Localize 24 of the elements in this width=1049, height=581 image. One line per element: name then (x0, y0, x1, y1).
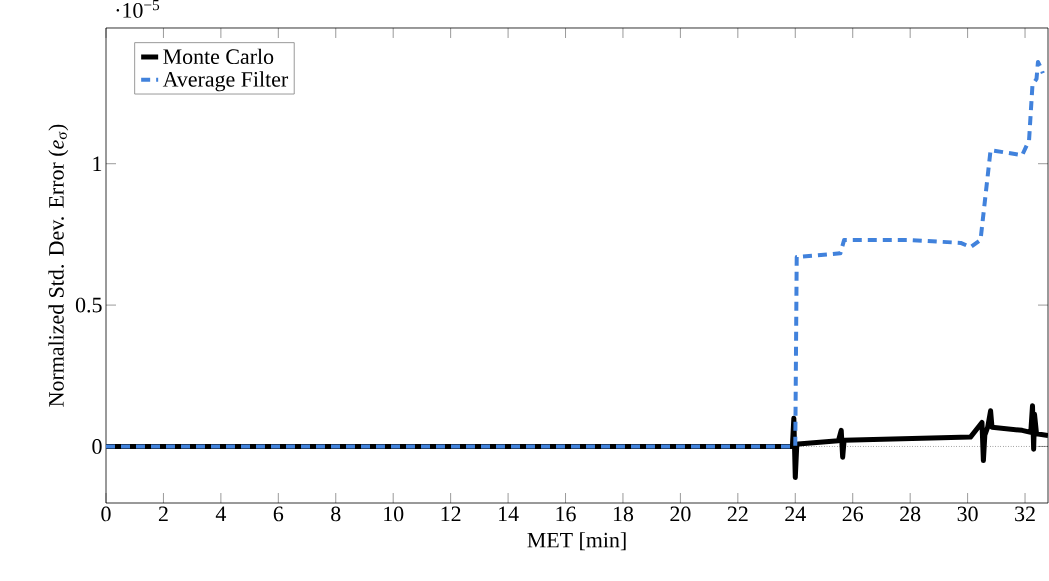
x-tick-label: 2 (158, 506, 168, 522)
x-tick-label: 12 (441, 506, 461, 522)
text: ·10$^{−5}$ (116, 0, 160, 18)
x-tick-label: 18 (613, 506, 634, 522)
y-tick-label: 0 (92, 439, 102, 454)
x-tick-label: 30 (957, 506, 978, 522)
x-tick-label: 22 (727, 506, 748, 522)
y-tick-label: 0.5 (75, 297, 102, 313)
x-tick-label: 4 (215, 506, 227, 521)
x-tick-label: 10 (384, 506, 404, 522)
x-tick-label: 26 (842, 506, 864, 522)
x-tick-label: 24 (785, 506, 806, 522)
y-axis-title: Normalized Std. Dev. Error (e$_{σ}$) (48, 124, 69, 407)
x-tick-label: 16 (556, 506, 576, 522)
x-axis-title: MET [min] (527, 532, 626, 551)
x-tick-label: 6 (273, 506, 284, 522)
x-tick-label: 28 (900, 506, 921, 522)
legend-label: Monte Carlo (163, 48, 274, 65)
x-tick-label: 8 (331, 506, 341, 522)
y-tick-label: 1 (93, 156, 102, 171)
x-tick-label: 14 (499, 506, 519, 521)
x-tick-label: 32 (1015, 506, 1035, 522)
legend-label: Average Filter (162, 71, 289, 92)
x-tick-label: 20 (670, 506, 691, 522)
